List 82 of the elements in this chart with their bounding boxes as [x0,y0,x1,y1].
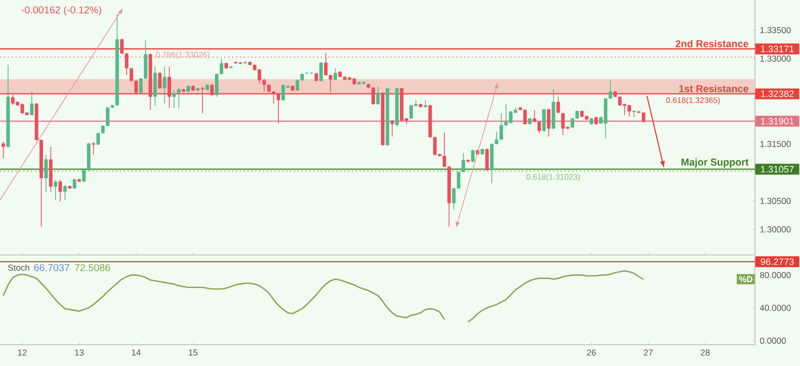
candlestick [442,132,446,168]
x-tick-label: 15 [188,350,198,356]
candlestick [172,90,176,109]
candlestick [500,112,504,140]
annotation: 1st Resistance [679,84,748,92]
candlestick [72,178,76,190]
candlestick [54,179,58,200]
annotation: -0.00162 (-0.12%) [22,6,102,16]
annotation: 66.7037 [34,264,70,272]
text: Stoch [8,264,30,271]
candlestick [44,154,48,192]
annotation: 0.618(1.31023) [526,174,580,182]
candlestick [328,74,332,92]
candlestick [462,152,466,173]
y-tick-label: 1.30000 [760,226,791,232]
candlestick [390,120,394,137]
candlestick [130,67,134,82]
ref-line-label: 1.31057 [761,166,794,173]
ref-line-label: 1.33171 [761,46,794,52]
candlestick [494,131,498,145]
candlestick [642,112,646,123]
annotation: 0.618(1.32365) [666,97,720,105]
y-tick-label: 1.30500 [760,198,791,204]
candlestick [296,79,300,92]
annotation: 0.786(1.33026) [156,52,210,59]
candlestick [58,179,62,202]
candlestick [546,108,550,137]
candlestick [214,73,218,98]
x-tick-label: 13 [75,350,84,356]
candlestick [162,66,166,104]
annotation: 72.5086 [74,264,110,272]
candlestick [334,68,338,81]
annotation: Major Support [682,158,749,168]
annotation: 2nd Resistance [676,40,748,48]
candlestick [485,148,489,172]
candlestick [608,80,612,100]
candlestick [452,187,456,210]
candlestick [532,109,536,123]
y-tick-label: 80.0000 [760,272,791,278]
candlestick [2,141,6,159]
candlestick [177,87,181,109]
candlestick [30,91,34,116]
candlestick [456,170,460,190]
candlestick [371,86,375,106]
candlestick [324,52,328,76]
y-tick-label: 1.33500 [760,27,791,34]
ref-line-label: 1.31901 [761,118,794,124]
candlestick [376,86,380,106]
x-tick-label: 26 [587,350,596,356]
candlestick [262,78,266,92]
x-tick-label: 14 [132,350,141,356]
candlestick [168,66,172,109]
candlestick [523,108,527,126]
candlestick [153,66,157,106]
candlestick [570,117,574,128]
x-tick-label: 27 [644,350,653,356]
candlestick [319,62,323,82]
x-tick-label: 12 [18,350,27,356]
candlestick [542,108,546,132]
y-tick-label: 1.31500 [760,140,791,148]
candlestick [120,38,124,54]
candlestick [134,80,138,94]
y-tick-label: 1.33000 [760,56,791,62]
ref-line-label: 96.2773 [760,258,794,265]
candlestick [106,106,110,127]
y-tick-label: 40.0000 [760,304,791,311]
candlestick [158,72,162,90]
y-tick-label: 0.0000 [760,338,786,344]
candlestick [82,169,86,183]
candlestick [63,184,67,200]
candlestick [200,86,204,114]
ref-line-label: 1.32382 [761,90,794,98]
candlestick [210,84,214,96]
candlestick [96,132,100,146]
candlestick [220,58,224,75]
x-tick-label: 28 [700,350,710,356]
candlestick [556,96,560,114]
text: %D [738,276,752,282]
candlestick [537,120,541,134]
candlestick [139,78,143,94]
candlestick [124,52,128,76]
candlestick [471,149,475,163]
